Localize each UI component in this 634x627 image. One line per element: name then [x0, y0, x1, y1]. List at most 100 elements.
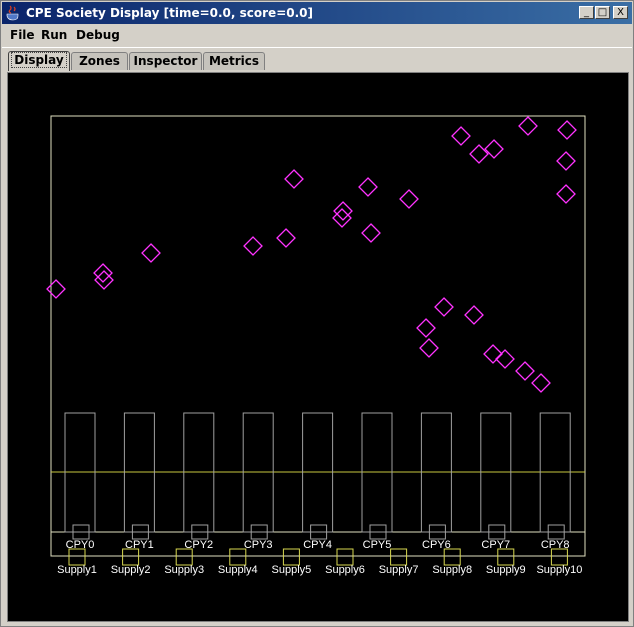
- menu-debug[interactable]: Debug: [76, 28, 120, 42]
- supply-box: [68, 548, 86, 566]
- diamond-icon[interactable]: [518, 116, 538, 136]
- diamond-icon[interactable]: [464, 305, 484, 325]
- cpy-lane: [64, 412, 96, 533]
- tab-zones-label: Zones: [79, 54, 120, 68]
- cpy-box: [547, 524, 565, 540]
- supply-label: Supply8: [432, 564, 472, 576]
- supply-label: Supply3: [164, 564, 204, 576]
- supply-box: [550, 548, 568, 566]
- cpy-label: CPY5: [363, 539, 392, 551]
- java-cup-icon: [6, 5, 19, 21]
- supply-label: Supply2: [111, 564, 151, 576]
- cpy-label: CPY8: [541, 539, 570, 551]
- tab-zones[interactable]: Zones: [71, 52, 128, 70]
- cpy-box: [250, 524, 268, 540]
- minimize-button[interactable]: _: [579, 6, 594, 19]
- supply-label: Supply4: [218, 564, 258, 576]
- diamond-icon[interactable]: [531, 373, 551, 393]
- cpy-label: CPY7: [481, 539, 510, 551]
- tab-display[interactable]: Display: [8, 51, 70, 71]
- diamond-icon[interactable]: [469, 144, 489, 164]
- window-title: CPE Society Display [time=0.0, score=0.0…: [26, 6, 313, 20]
- tab-inspector[interactable]: Inspector: [129, 52, 202, 70]
- cpy-lane: [361, 412, 393, 533]
- diamond-icon[interactable]: [399, 189, 419, 209]
- close-button[interactable]: X: [613, 6, 628, 19]
- cpy-lane: [302, 412, 334, 533]
- diamond-icon[interactable]: [515, 361, 535, 381]
- diamond-icon[interactable]: [557, 120, 577, 140]
- supply-label: Supply6: [325, 564, 365, 576]
- diamond-icon[interactable]: [243, 236, 263, 256]
- diamond-icon[interactable]: [94, 270, 114, 290]
- display-panel[interactable]: CPY0 CPY1 CPY2 CPY3 CPY4 CPY5 CPY6 CPY7 CPY8 Sup…: [7, 72, 629, 622]
- supply-depots: Supply1 Supply2 Supply3 Supply4 Supply5 Suppl…: [57, 548, 582, 576]
- diamond-icon[interactable]: [484, 139, 504, 159]
- title-bar[interactable]: CPE Society Display [time=0.0, score=0.0…: [2, 2, 632, 24]
- cpy-box: [369, 524, 387, 540]
- cpy-label: CPY1: [125, 539, 154, 551]
- diamond-icon[interactable]: [556, 184, 576, 204]
- diamond-icon[interactable]: [483, 344, 503, 364]
- diamond-icon[interactable]: [416, 318, 436, 338]
- menu-bar: File Run Debug: [2, 25, 632, 47]
- cpy-box: [428, 524, 446, 540]
- diamond-icon[interactable]: [284, 169, 304, 189]
- menu-file[interactable]: File: [10, 28, 35, 42]
- unit-markers[interactable]: [46, 116, 577, 393]
- tab-bar: Display Zones Inspector Metrics: [2, 47, 632, 72]
- field-border: [50, 115, 586, 557]
- cpy-label: CPY3: [244, 539, 273, 551]
- cpy-lane: [242, 412, 274, 533]
- cpy-label: CPY0: [66, 539, 95, 551]
- cpy-lane: [123, 412, 155, 533]
- diamond-icon[interactable]: [361, 223, 381, 243]
- cpy-lane: [420, 412, 452, 533]
- supply-label: Supply1: [57, 564, 97, 576]
- diamond-icon[interactable]: [358, 177, 378, 197]
- diamond-icon[interactable]: [276, 228, 296, 248]
- supply-box: [443, 548, 461, 566]
- diamond-icon[interactable]: [93, 263, 113, 283]
- cpy-label: CPY4: [303, 539, 332, 551]
- cpy-lane: [539, 412, 571, 533]
- cpy-box: [131, 524, 149, 540]
- cpy-lane: [183, 412, 215, 533]
- cpy-box: [191, 524, 209, 540]
- diamond-icon[interactable]: [46, 279, 66, 299]
- supply-box: [390, 548, 408, 566]
- cpy-label: CPY6: [422, 539, 451, 551]
- cpy-lane: [480, 412, 512, 533]
- diamond-icon[interactable]: [434, 297, 454, 317]
- tab-metrics-label: Metrics: [208, 54, 260, 68]
- supply-box: [175, 548, 193, 566]
- cpy-box: [72, 524, 90, 540]
- cpy-box: [310, 524, 328, 540]
- diamond-icon[interactable]: [556, 151, 576, 171]
- supply-label: Supply5: [272, 564, 312, 576]
- society-display-canvas[interactable]: CPY0 CPY1 CPY2 CPY3 CPY4 CPY5 CPY6 CPY7 CPY8 Sup…: [8, 73, 628, 621]
- supply-box: [336, 548, 354, 566]
- supply-box: [497, 548, 515, 566]
- display-background: [8, 73, 628, 621]
- diamond-icon[interactable]: [333, 201, 353, 221]
- cpy-box: [488, 524, 506, 540]
- diamond-icon[interactable]: [141, 243, 161, 263]
- diamond-icon[interactable]: [451, 126, 471, 146]
- menu-run[interactable]: Run: [41, 28, 68, 42]
- tab-metrics[interactable]: Metrics: [203, 52, 265, 70]
- cpy-label: CPY2: [184, 539, 213, 551]
- cpy-lanes: CPY0 CPY1 CPY2 CPY3 CPY4 CPY5 CPY6 CPY7 CPY8: [64, 412, 571, 551]
- maximize-button[interactable]: □: [595, 6, 610, 19]
- diamond-icon[interactable]: [495, 349, 515, 369]
- supply-label: Supply10: [536, 564, 582, 576]
- tab-display-label: Display: [11, 52, 67, 68]
- diamond-icon[interactable]: [419, 338, 439, 358]
- supply-box: [282, 548, 300, 566]
- tab-inspector-label: Inspector: [133, 54, 198, 68]
- supply-box: [122, 548, 140, 566]
- diamond-icon[interactable]: [332, 208, 352, 228]
- supply-label: Supply7: [379, 564, 419, 576]
- supply-label: Supply9: [486, 564, 526, 576]
